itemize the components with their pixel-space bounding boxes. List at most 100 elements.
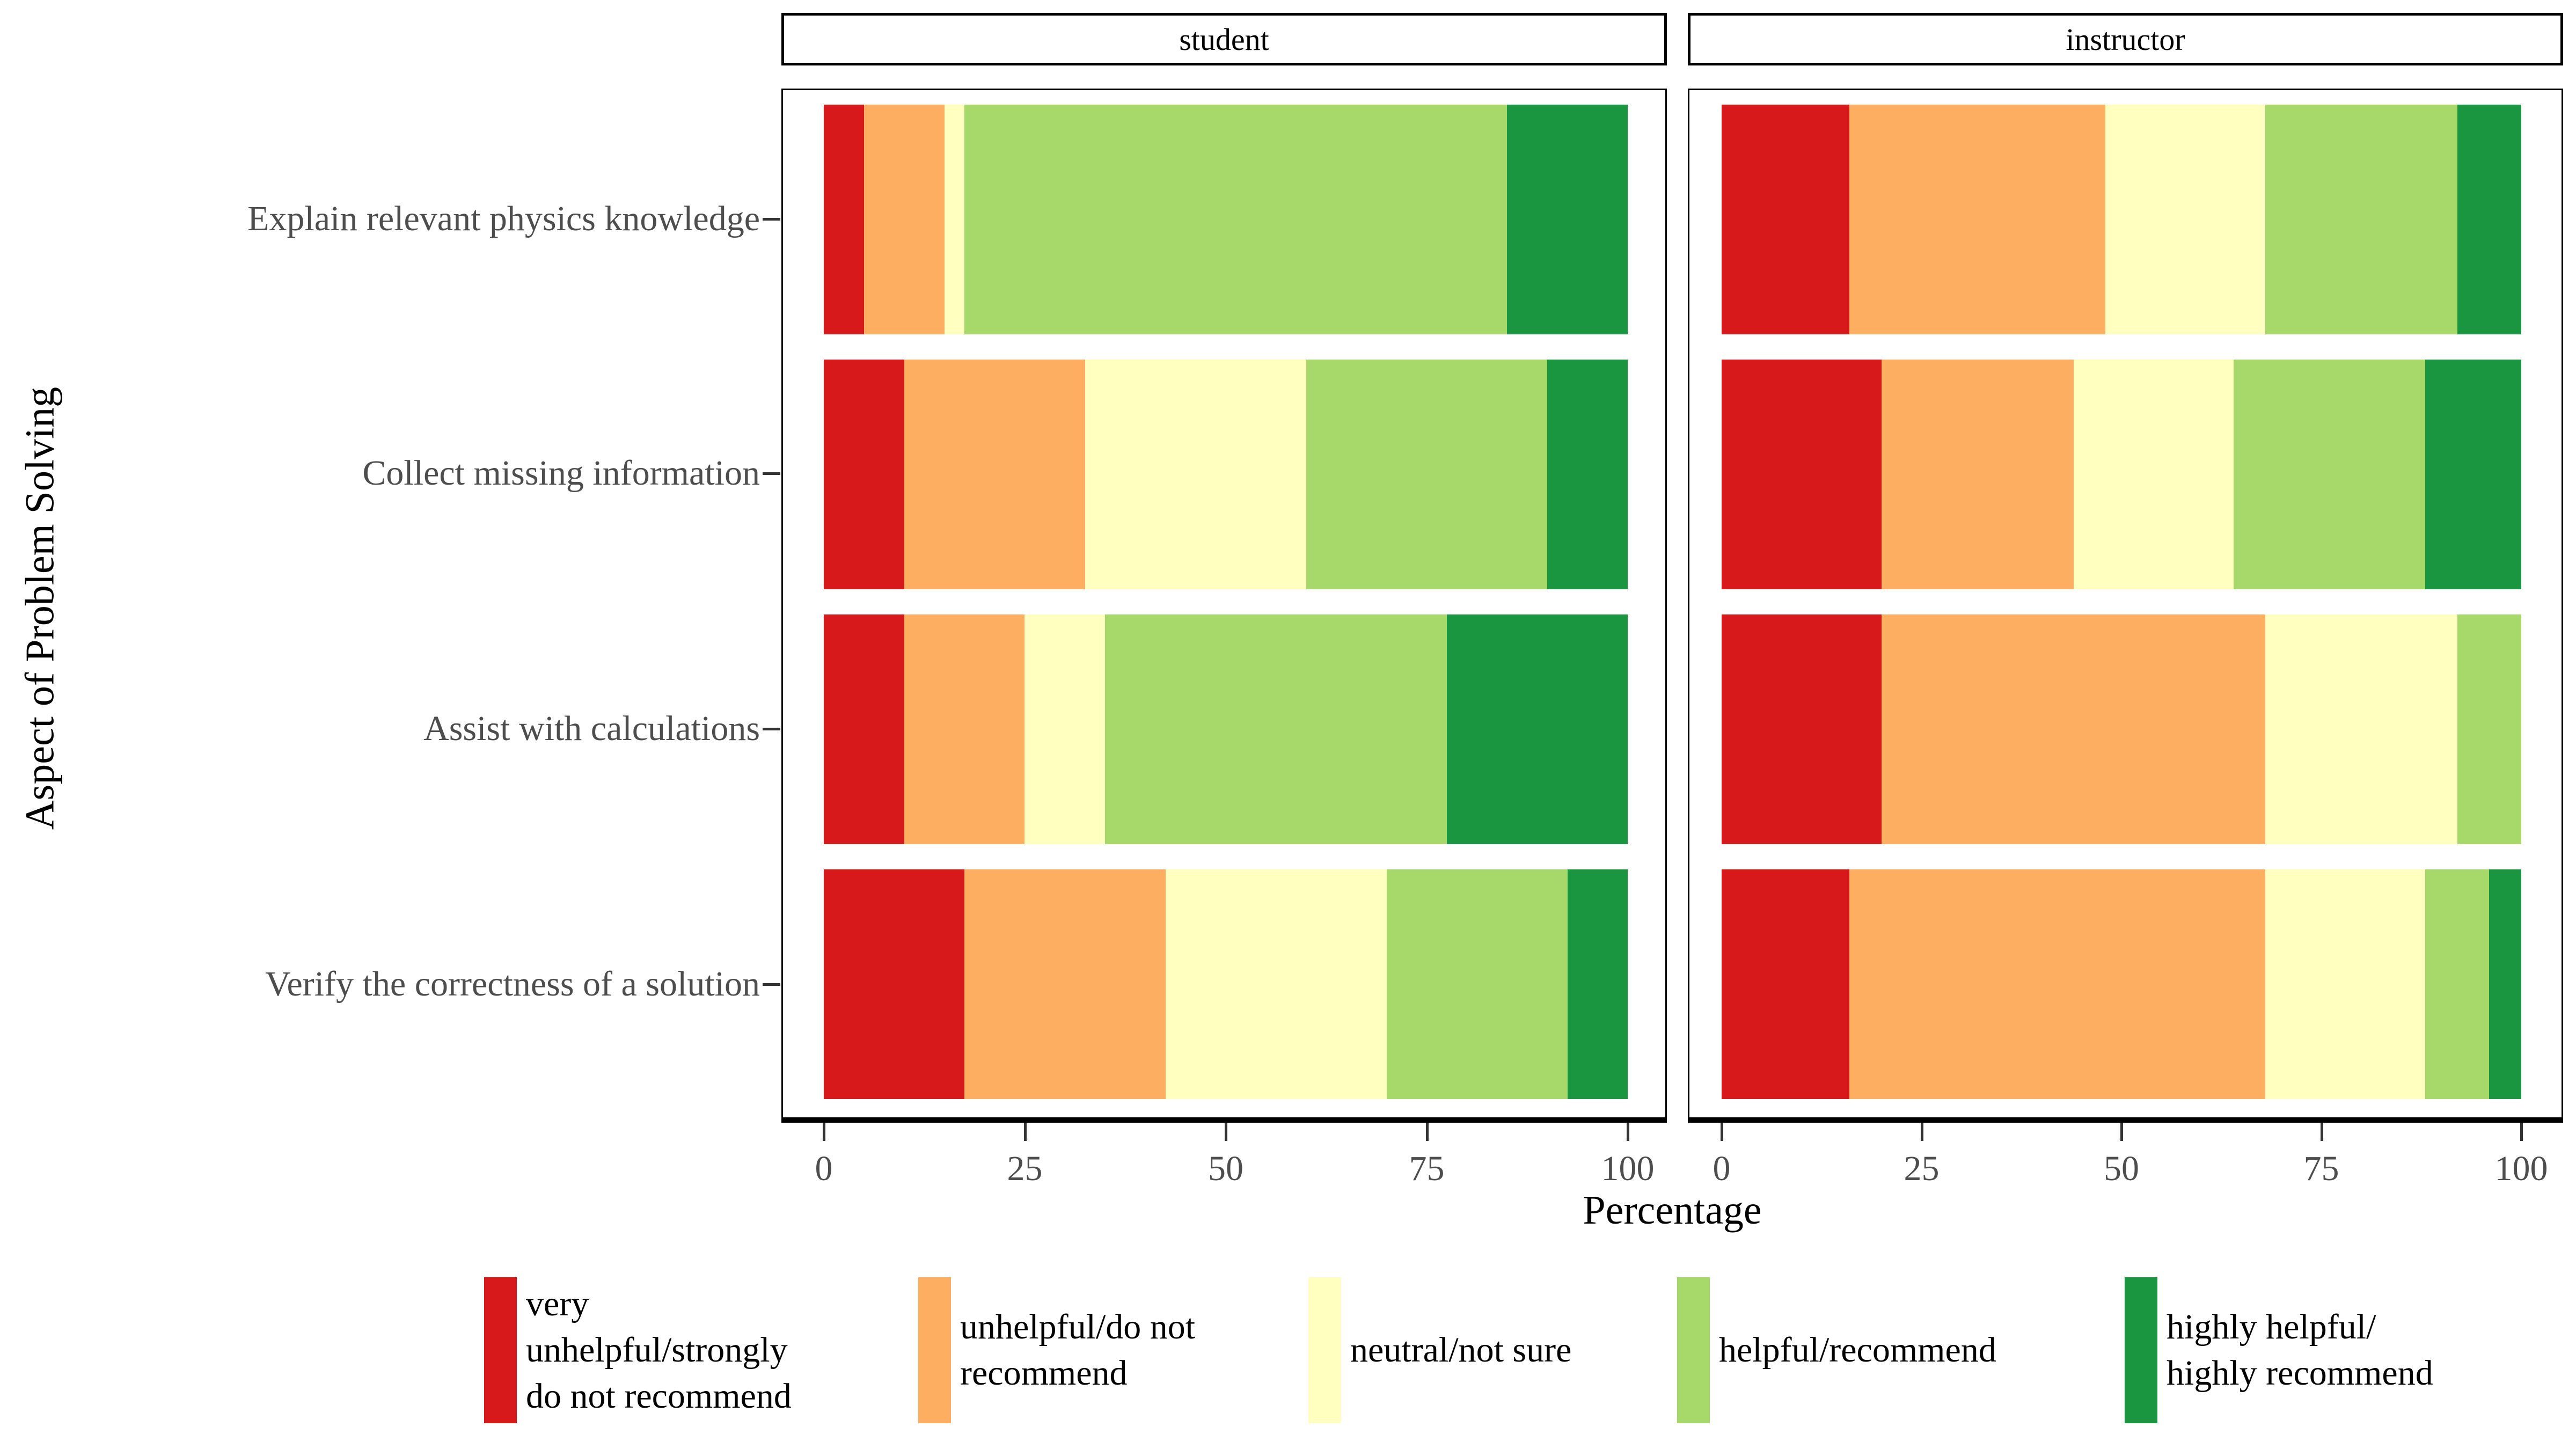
bar-segment	[1024, 614, 1106, 844]
x-tick-label: 75	[1409, 1149, 1445, 1188]
y-tick-label: Assist with calculations	[423, 709, 760, 748]
bar-segment	[824, 614, 904, 844]
panel-instructor	[1688, 89, 2563, 1122]
bar-segment	[1882, 360, 2074, 589]
bar-segment	[964, 105, 1507, 334]
bar-segment	[863, 105, 945, 334]
y-tick-mark	[763, 472, 780, 475]
x-tick-label: 25	[1007, 1149, 1043, 1188]
x-tick-label: 0	[1713, 1149, 1731, 1188]
bar-row	[824, 614, 1628, 844]
bar-segment	[964, 869, 1166, 1099]
bar-row	[1722, 614, 2521, 844]
bar-segment	[824, 105, 864, 334]
bar-segment	[1722, 614, 1882, 844]
x-tick-label: 75	[2303, 1149, 2339, 1188]
legend-key-swatch	[1677, 1277, 1710, 1423]
bar-row	[1722, 105, 2521, 334]
bar-segment	[2425, 869, 2490, 1099]
bar-row	[824, 869, 1628, 1099]
legend-item: very unhelpful/strongly do not recommend	[484, 1277, 792, 1423]
bar-segment	[944, 105, 965, 334]
x-tick-mark	[1023, 1123, 1027, 1141]
bar-segment	[1386, 869, 1568, 1099]
panel-student	[781, 89, 1667, 1122]
bar-segment	[2265, 869, 2426, 1099]
x-axis-line-instructor	[1688, 1117, 2563, 1123]
bar-segment	[1446, 614, 1628, 844]
bar-segment	[2457, 105, 2521, 334]
bar-segment	[2073, 360, 2234, 589]
y-tick-mark	[763, 218, 780, 221]
bar-row	[824, 105, 1628, 334]
bar-segment	[1849, 869, 2266, 1099]
x-tick-mark	[2120, 1123, 2123, 1141]
bar-segment	[2489, 869, 2521, 1099]
y-tick-mark	[763, 983, 780, 986]
bar-segment	[1306, 360, 1548, 589]
x-tick-label: 0	[815, 1149, 833, 1188]
bar-segment	[1567, 869, 1628, 1099]
bar-row	[1722, 360, 2521, 589]
x-tick-label: 100	[1601, 1149, 1655, 1188]
bar-segment	[2233, 360, 2426, 589]
y-tick-label: Collect missing information	[362, 453, 760, 493]
legend-key-swatch	[484, 1277, 517, 1423]
x-tick-label: 50	[2104, 1149, 2139, 1188]
x-axis-title: Percentage	[1583, 1188, 1762, 1233]
legend-item: highly helpful/ highly recommend	[2125, 1277, 2433, 1423]
legend-key-swatch	[918, 1277, 951, 1423]
bar-segment	[2105, 105, 2266, 334]
legend-item: helpful/recommend	[1677, 1277, 1996, 1423]
bar-segment	[1722, 360, 1882, 589]
x-axis-line-student	[781, 1117, 1667, 1123]
bar-segment	[824, 360, 904, 589]
y-tick-label: Explain relevant physics knowledge	[247, 199, 760, 238]
bar-segment	[904, 360, 1085, 589]
legend-item: neutral/not sure	[1308, 1277, 1571, 1423]
x-tick-label: 50	[1208, 1149, 1243, 1188]
legend-label: neutral/not sure	[1350, 1330, 1572, 1370]
bar-segment	[1507, 105, 1628, 334]
y-axis-title: Aspect of Problem Solving	[17, 386, 63, 830]
legend-label: helpful/recommend	[1719, 1330, 1996, 1370]
legend-key-swatch	[2125, 1277, 2157, 1423]
x-tick-label: 100	[2494, 1149, 2548, 1188]
bar-segment	[1849, 105, 2106, 334]
x-tick-mark	[1721, 1123, 1723, 1141]
x-tick-mark	[1920, 1123, 1923, 1141]
bar-segment	[1165, 869, 1387, 1099]
facet-strip-student: student	[781, 13, 1667, 65]
x-tick-mark	[823, 1123, 825, 1141]
bar-segment	[1882, 614, 2266, 844]
x-tick-label: 25	[1904, 1149, 1940, 1188]
legend-label: unhelpful/do not recommend	[960, 1307, 1196, 1393]
bar-area-student	[824, 90, 1628, 1120]
facet-strip-instructor: instructor	[1688, 13, 2563, 65]
bar-segment	[2265, 105, 2457, 334]
x-tick-mark	[2520, 1123, 2523, 1141]
bar-segment	[2265, 614, 2457, 844]
bar-segment	[1085, 360, 1306, 589]
bar-segment	[2425, 360, 2521, 589]
bar-segment	[904, 614, 1025, 844]
bar-row	[1722, 869, 2521, 1099]
bar-segment	[824, 869, 965, 1099]
bar-segment	[1547, 360, 1628, 589]
bar-segment	[2457, 614, 2521, 844]
bar-segment	[1105, 614, 1447, 844]
facet-strip-label: student	[1179, 21, 1269, 57]
x-tick-mark	[1225, 1123, 1227, 1141]
y-tick-mark	[763, 728, 780, 730]
legend-label: highly helpful/ highly recommend	[2167, 1307, 2433, 1393]
legend-label: very unhelpful/strongly do not recommend	[526, 1284, 792, 1416]
legend-item: unhelpful/do not recommend	[918, 1277, 1195, 1423]
x-tick-mark	[1627, 1123, 1629, 1141]
bar-row	[824, 360, 1628, 589]
bar-segment	[1722, 105, 1850, 334]
x-tick-mark	[2320, 1123, 2323, 1141]
x-tick-mark	[1425, 1123, 1429, 1141]
y-tick-label: Verify the correctness of a solution	[265, 964, 760, 1004]
legend-key-swatch	[1308, 1277, 1341, 1423]
